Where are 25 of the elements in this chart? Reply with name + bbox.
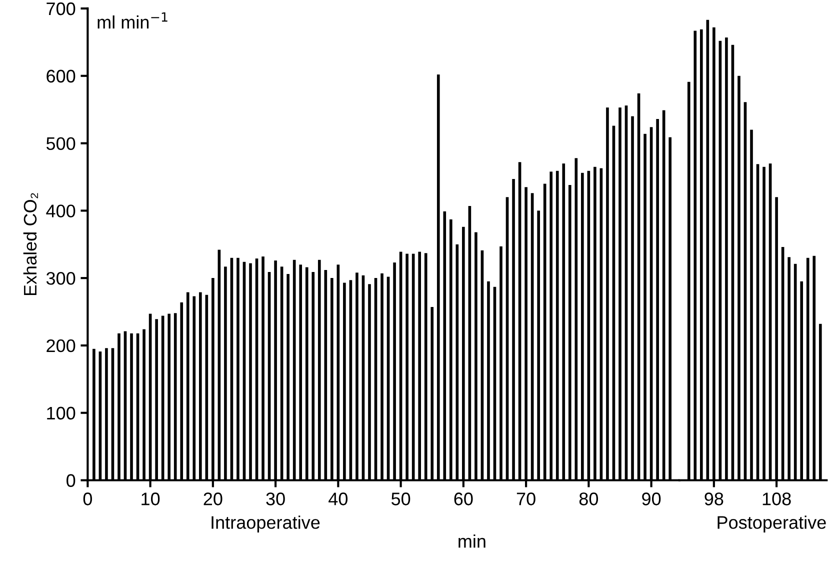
x-tick-label: 90 xyxy=(642,492,661,506)
x-tick-label: 60 xyxy=(454,492,473,506)
y-tick-label: 100 xyxy=(47,406,76,420)
text: Intraoperative xyxy=(212,516,320,532)
x-tick-label: 70 xyxy=(516,492,536,506)
y-tick-label: 200 xyxy=(46,339,76,352)
x-tick-label: 80 xyxy=(579,492,598,506)
text: Postoperative xyxy=(718,516,826,532)
x-tick-label: 10 xyxy=(142,492,160,506)
y-tick-label: 400 xyxy=(46,204,76,218)
x-tick-label: 40 xyxy=(328,492,348,506)
y-tick-label: 700 xyxy=(46,2,76,16)
x-tick-label: 50 xyxy=(391,492,410,506)
y-tick-label: 600 xyxy=(46,70,76,83)
y-tick-label: 0 xyxy=(66,474,76,487)
x-tick-label: 20 xyxy=(204,492,222,506)
x-tick-label: 30 xyxy=(266,492,285,506)
x-axis-title: min xyxy=(458,534,486,548)
x-tick-label: 0 xyxy=(83,492,92,506)
x-tick-label: 98 xyxy=(704,492,724,506)
y-axis-title: Exhaled CO₂ xyxy=(23,193,38,296)
annotation: ml min$^{−1}$ xyxy=(98,12,168,29)
x-tick-label: 108 xyxy=(762,492,791,506)
y-tick-label: 500 xyxy=(46,137,76,150)
y-tick-label: 300 xyxy=(46,272,76,285)
